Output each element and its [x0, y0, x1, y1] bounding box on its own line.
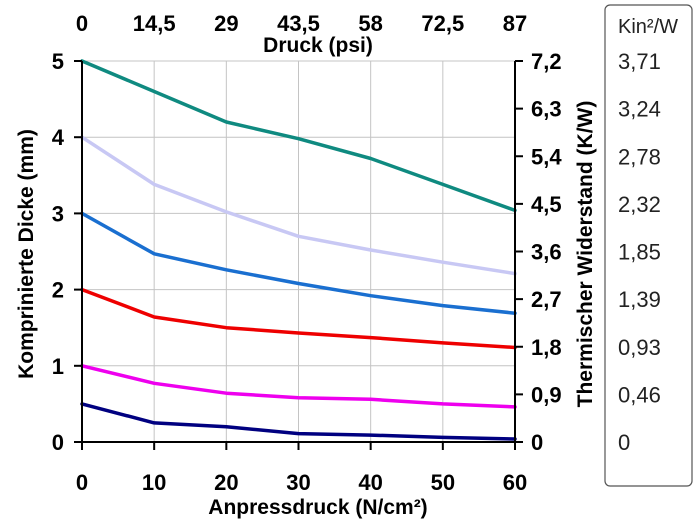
y2-tick-label: 0,9	[531, 382, 562, 407]
plot-frame	[74, 60, 523, 450]
unit-box-value: 0,93	[618, 335, 661, 360]
y-tick-label: 3	[52, 201, 64, 226]
x2-axis-title: Druck (psi)	[263, 34, 373, 57]
unit-box-value: 3,71	[618, 49, 661, 74]
x2-tick-label: 29	[214, 11, 238, 36]
y2-axis-title: Thermischer Widerstand (K/W)	[574, 101, 597, 408]
unit-box-value: 0	[618, 430, 630, 455]
series-line-5	[80, 364, 517, 409]
tick-labels: 012345001014,520293043,540585072,5608700…	[52, 11, 563, 495]
y2-tick-label: 5,4	[531, 144, 562, 169]
x2-tick-label: 58	[358, 11, 382, 36]
unit-box-value: 3,24	[618, 97, 661, 122]
x2-tick-label: 72,5	[421, 11, 464, 36]
x-tick-label: 20	[214, 470, 238, 495]
x2-tick-label: 87	[503, 11, 527, 36]
x2-tick-label: 14,5	[133, 11, 176, 36]
x2-tick-label: 43,5	[277, 11, 320, 36]
y-tick-label: 4	[52, 125, 65, 150]
y2-tick-label: 6,3	[531, 97, 562, 122]
unit-box-values: 0 0,46 0,93 1,39 1,85 2,32 2,78 3,24 3,71	[618, 49, 661, 455]
unit-box	[604, 4, 693, 487]
series-line-4	[80, 287, 517, 350]
unit-box-value: 2,32	[618, 192, 661, 217]
y2-tick-label: 1,8	[531, 335, 562, 360]
unit-box-value: 0,46	[618, 382, 661, 407]
unit-box-header: Kin²/W	[618, 16, 678, 38]
y-tick-label: 0	[52, 430, 64, 455]
x-tick-label: 40	[358, 470, 382, 495]
x-tick-label: 30	[286, 470, 310, 495]
y2-tick-label: 4,5	[531, 192, 562, 217]
y2-tick-label: 2,7	[531, 287, 562, 312]
x-tick-label: 10	[142, 470, 166, 495]
y-axis-title: Komprinierte Dicke (mm)	[15, 129, 38, 379]
y-tick-label: 5	[52, 49, 64, 74]
unit-box-value: 1,85	[618, 240, 661, 265]
series-line-3	[80, 211, 517, 315]
y-tick-label: 1	[52, 354, 64, 379]
x-tick-label: 60	[503, 470, 527, 495]
series-line-1	[80, 59, 517, 213]
x-axis-title: Anpressdruck (N/cm²)	[208, 496, 427, 519]
unit-box-value: 2,78	[618, 144, 661, 169]
series-lines	[80, 59, 517, 441]
series-line-6	[80, 402, 517, 441]
unit-box-value: 1,39	[618, 287, 661, 312]
y2-tick-label: 3,6	[531, 240, 562, 265]
y-tick-label: 2	[52, 278, 64, 303]
y2-tick-label: 7,2	[531, 49, 562, 74]
series-line-2	[80, 135, 517, 276]
y2-tick-label: 0	[531, 430, 543, 455]
x2-tick-label: 0	[76, 11, 88, 36]
x-tick-label: 50	[431, 470, 455, 495]
x-tick-label: 0	[76, 470, 88, 495]
